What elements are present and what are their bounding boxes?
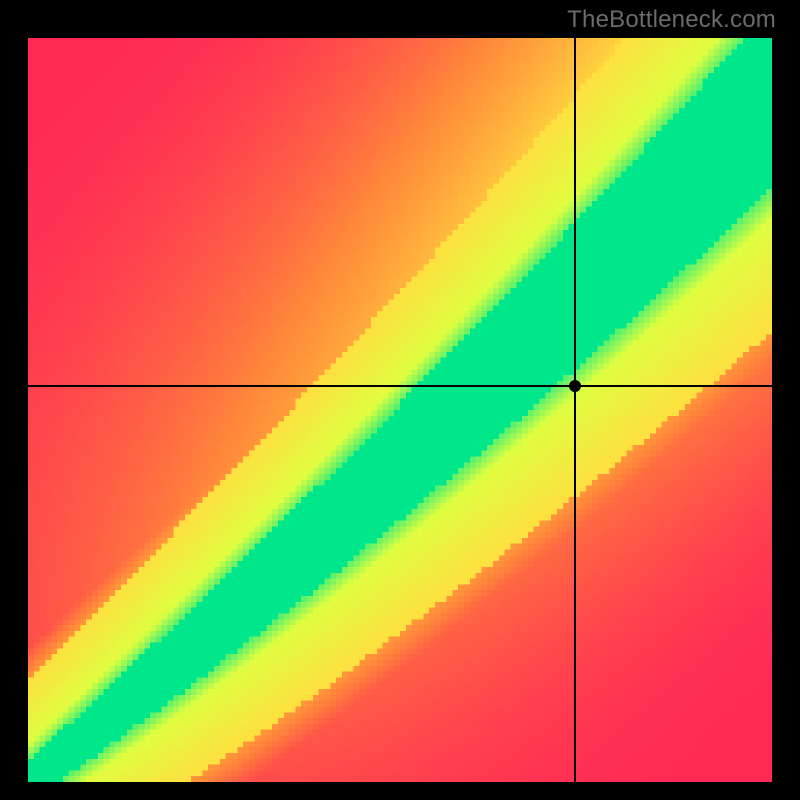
crosshair-horizontal	[28, 385, 772, 387]
plot-area	[28, 38, 772, 782]
crosshair-marker	[569, 380, 581, 392]
chart-root: TheBottleneck.com	[0, 0, 800, 800]
attribution-label: TheBottleneck.com	[567, 6, 776, 34]
crosshair-vertical	[574, 38, 576, 782]
heatmap-canvas	[28, 38, 772, 782]
